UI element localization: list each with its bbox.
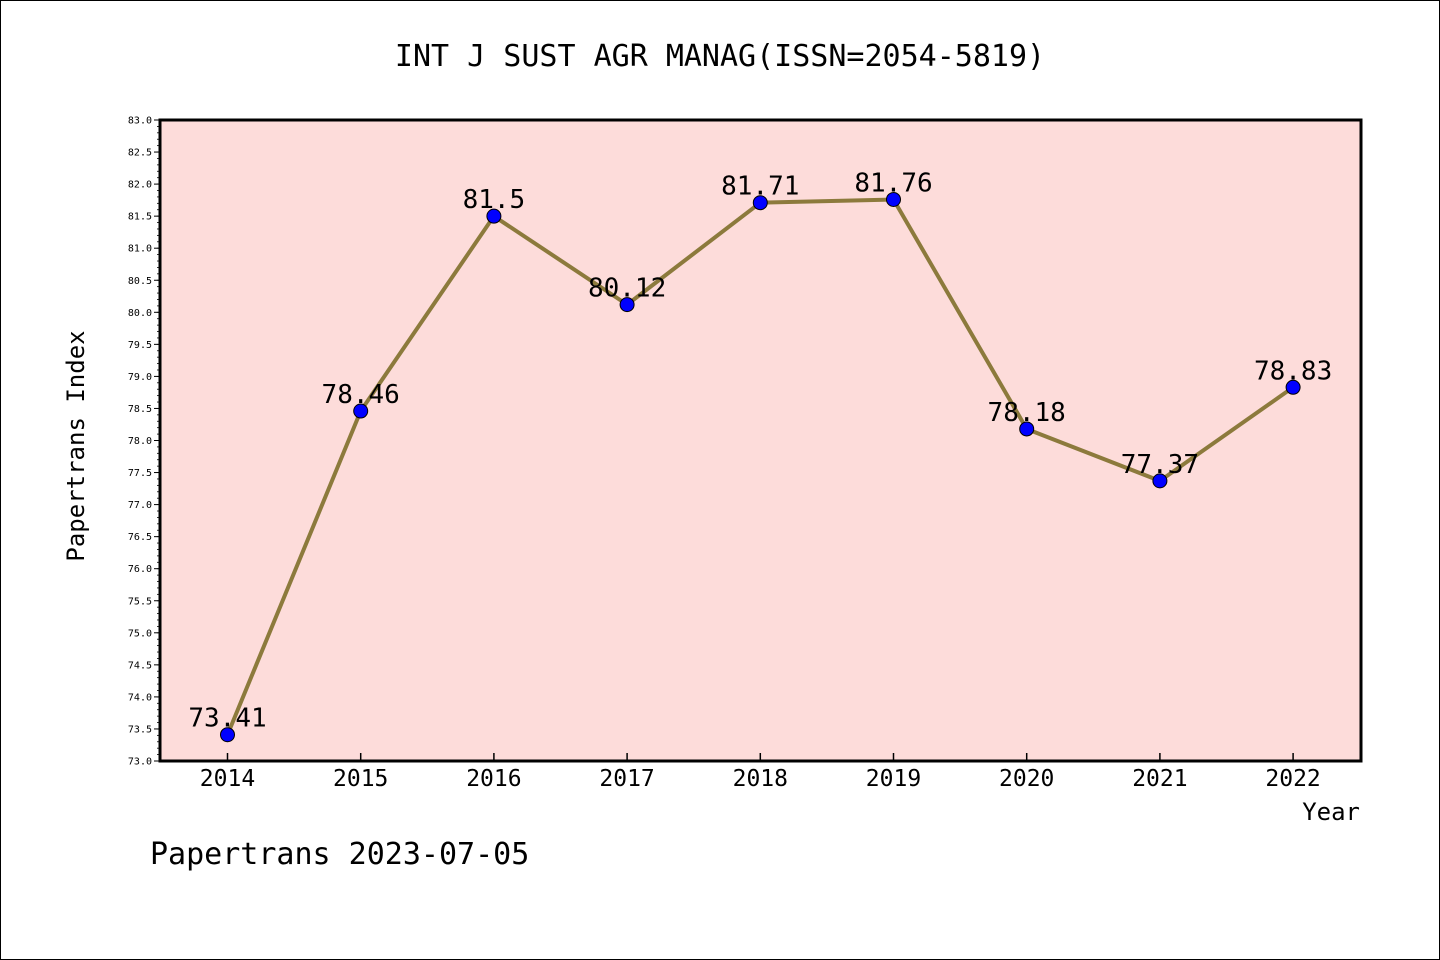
y-tick-label: 83.0	[128, 116, 152, 127]
data-label: 81.5	[463, 185, 526, 215]
x-tick-label: 2020	[999, 766, 1054, 792]
data-point	[752, 195, 768, 211]
plot-area	[158, 118, 1363, 763]
data-label: 81.71	[721, 172, 799, 202]
data-label: 73.41	[188, 704, 266, 734]
y-tick-label: 77.5	[128, 468, 152, 479]
x-tick-label: 2015	[333, 766, 388, 792]
chart-title: INT J SUST AGR MANAG(ISSN=2054-5819)	[395, 39, 1045, 74]
y-axis: 73.0 73.5 74.0 74.5 75.0 75.5 76.0 76.5 77.0 77.5…	[128, 116, 160, 768]
y-tick-label: 81.5	[128, 212, 152, 223]
y-tick-label: 80.5	[128, 276, 152, 287]
data-label: 78.18	[988, 398, 1066, 428]
data-label: 80.12	[588, 274, 666, 304]
y-tick-label: 82.5	[128, 148, 152, 159]
y-tick-label: 75.5	[128, 596, 152, 607]
data-point	[619, 297, 635, 313]
y-tick-label: 73.5	[128, 724, 152, 735]
y-tick-label: 80.0	[128, 308, 152, 319]
data-point	[486, 208, 502, 224]
y-tick-label: 75.0	[128, 628, 152, 639]
data-point	[886, 191, 901, 207]
data-label: 81.76	[854, 168, 932, 198]
x-tick-label: 2016	[466, 766, 521, 792]
y-axis-label: Papertrans Index	[62, 330, 90, 561]
data-point	[1152, 473, 1168, 489]
y-tick-label: 76.5	[128, 532, 152, 543]
x-tick-label: 2019	[866, 766, 921, 792]
y-tick-label: 78.5	[128, 404, 152, 415]
y-tick-label: 73.0	[128, 757, 152, 768]
x-tick-label: 2021	[1132, 766, 1187, 792]
series-line-group: 73.41 78.46 81.5 80.12 81.71 81.76 78.18 77.37 7…	[188, 168, 1332, 743]
data-point	[353, 403, 369, 419]
data-point	[1285, 379, 1301, 395]
data-label: 77.37	[1121, 450, 1199, 480]
y-tick-label: 76.0	[128, 564, 152, 575]
y-tick-label: 82.0	[128, 180, 152, 191]
x-tick-label: 2022	[1265, 766, 1320, 792]
x-tick-label: 2018	[733, 766, 788, 792]
data-label: 78.46	[322, 380, 400, 410]
data-point	[1019, 421, 1035, 437]
y-tick-label: 77.0	[128, 500, 152, 511]
y-tick-label: 79.5	[128, 340, 152, 351]
data-point	[220, 727, 235, 743]
x-axis-label: Year	[1302, 798, 1360, 826]
y-tick-label: 81.0	[128, 244, 152, 255]
footer-label: Papertrans 2023-07-05	[150, 837, 529, 872]
y-tick-label: 79.0	[128, 372, 152, 383]
y-tick-label: 74.5	[128, 660, 152, 671]
x-tick-label: 2014	[200, 766, 255, 792]
x-axis: 2014 2015 2016 2017 2018 2019 2020 2021 2022	[200, 753, 1321, 792]
data-label: 78.83	[1254, 356, 1332, 386]
x-tick-label: 2017	[599, 766, 654, 792]
y-tick-label: 78.0	[128, 436, 152, 447]
y-tick-label: 74.0	[128, 692, 152, 703]
